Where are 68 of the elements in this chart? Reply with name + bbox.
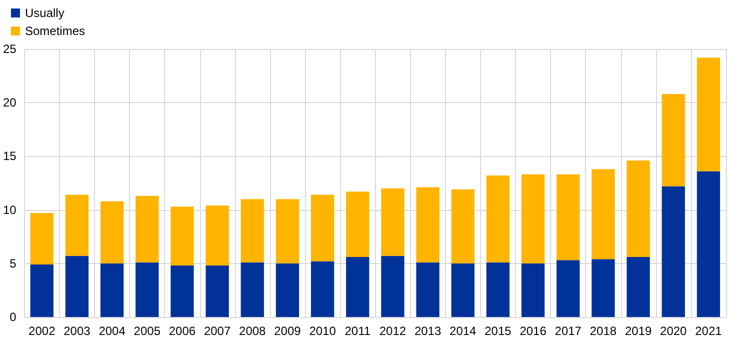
x-tick-label: 2014 xyxy=(450,324,477,338)
y-tick-label: 5 xyxy=(10,256,17,270)
bar xyxy=(416,187,440,262)
x-tick-label: 2004 xyxy=(98,324,126,338)
x-tick-label: 2007 xyxy=(204,324,231,338)
bar xyxy=(662,94,685,186)
bar xyxy=(592,259,615,317)
x-tick-label: 2010 xyxy=(309,324,336,338)
bar xyxy=(521,263,545,317)
x-tick-label: 2011 xyxy=(344,324,371,338)
bar xyxy=(310,194,334,262)
bar xyxy=(206,206,229,266)
bar xyxy=(696,58,720,172)
x-tick-label: 2003 xyxy=(64,324,91,338)
bar xyxy=(381,188,404,256)
bar xyxy=(100,263,124,317)
bar xyxy=(65,194,89,256)
bar xyxy=(100,201,124,264)
bar xyxy=(486,262,510,317)
bar xyxy=(451,189,474,264)
x-tick-label: 2016 xyxy=(520,324,547,338)
bar xyxy=(592,169,615,260)
bar xyxy=(556,174,580,260)
bar xyxy=(30,213,54,264)
bar xyxy=(240,262,264,317)
bar xyxy=(240,199,264,262)
x-tick-label: 2015 xyxy=(484,324,512,338)
bar xyxy=(136,262,159,317)
bar xyxy=(521,174,545,264)
bar xyxy=(30,264,54,317)
x-tick-label: 2020 xyxy=(660,324,688,338)
bar xyxy=(276,199,300,264)
y-tick-label: 15 xyxy=(2,149,17,164)
y-tick-label: 20 xyxy=(2,96,17,110)
bar xyxy=(416,262,440,317)
bar xyxy=(662,186,685,317)
bar xyxy=(556,260,580,317)
x-tick-label: 2002 xyxy=(28,324,56,338)
x-tick-label: 2012 xyxy=(379,324,406,338)
x-tick-label: 2017 xyxy=(554,324,582,338)
bar xyxy=(346,256,370,317)
bar xyxy=(206,266,229,317)
bar xyxy=(170,206,194,266)
bar xyxy=(486,175,510,262)
x-tick-label: 2021 xyxy=(695,324,722,338)
bar xyxy=(136,196,159,262)
x-tick-label: 2008 xyxy=(239,324,266,338)
x-tick-label: 2019 xyxy=(624,324,652,338)
y-tick-label: 25 xyxy=(2,42,17,56)
y-tick-label: 10 xyxy=(2,202,17,217)
bar xyxy=(381,256,404,317)
legend-label: Sometimes xyxy=(25,24,86,38)
bar xyxy=(310,261,334,317)
x-tick-label: 2013 xyxy=(414,324,442,338)
x-tick-label: 2018 xyxy=(590,324,617,338)
bar xyxy=(696,171,720,317)
bar xyxy=(65,256,89,317)
bar xyxy=(346,192,370,257)
bar xyxy=(626,256,650,317)
bar xyxy=(626,160,650,257)
bar xyxy=(170,266,194,317)
x-tick-label: 2005 xyxy=(134,324,161,338)
bar xyxy=(276,263,300,317)
x-tick-label: 2006 xyxy=(168,324,196,338)
legend-label: Usually xyxy=(25,6,64,20)
bar xyxy=(451,263,474,317)
x-tick-label: 2009 xyxy=(274,324,302,338)
y-tick-label: 0 xyxy=(10,310,17,324)
